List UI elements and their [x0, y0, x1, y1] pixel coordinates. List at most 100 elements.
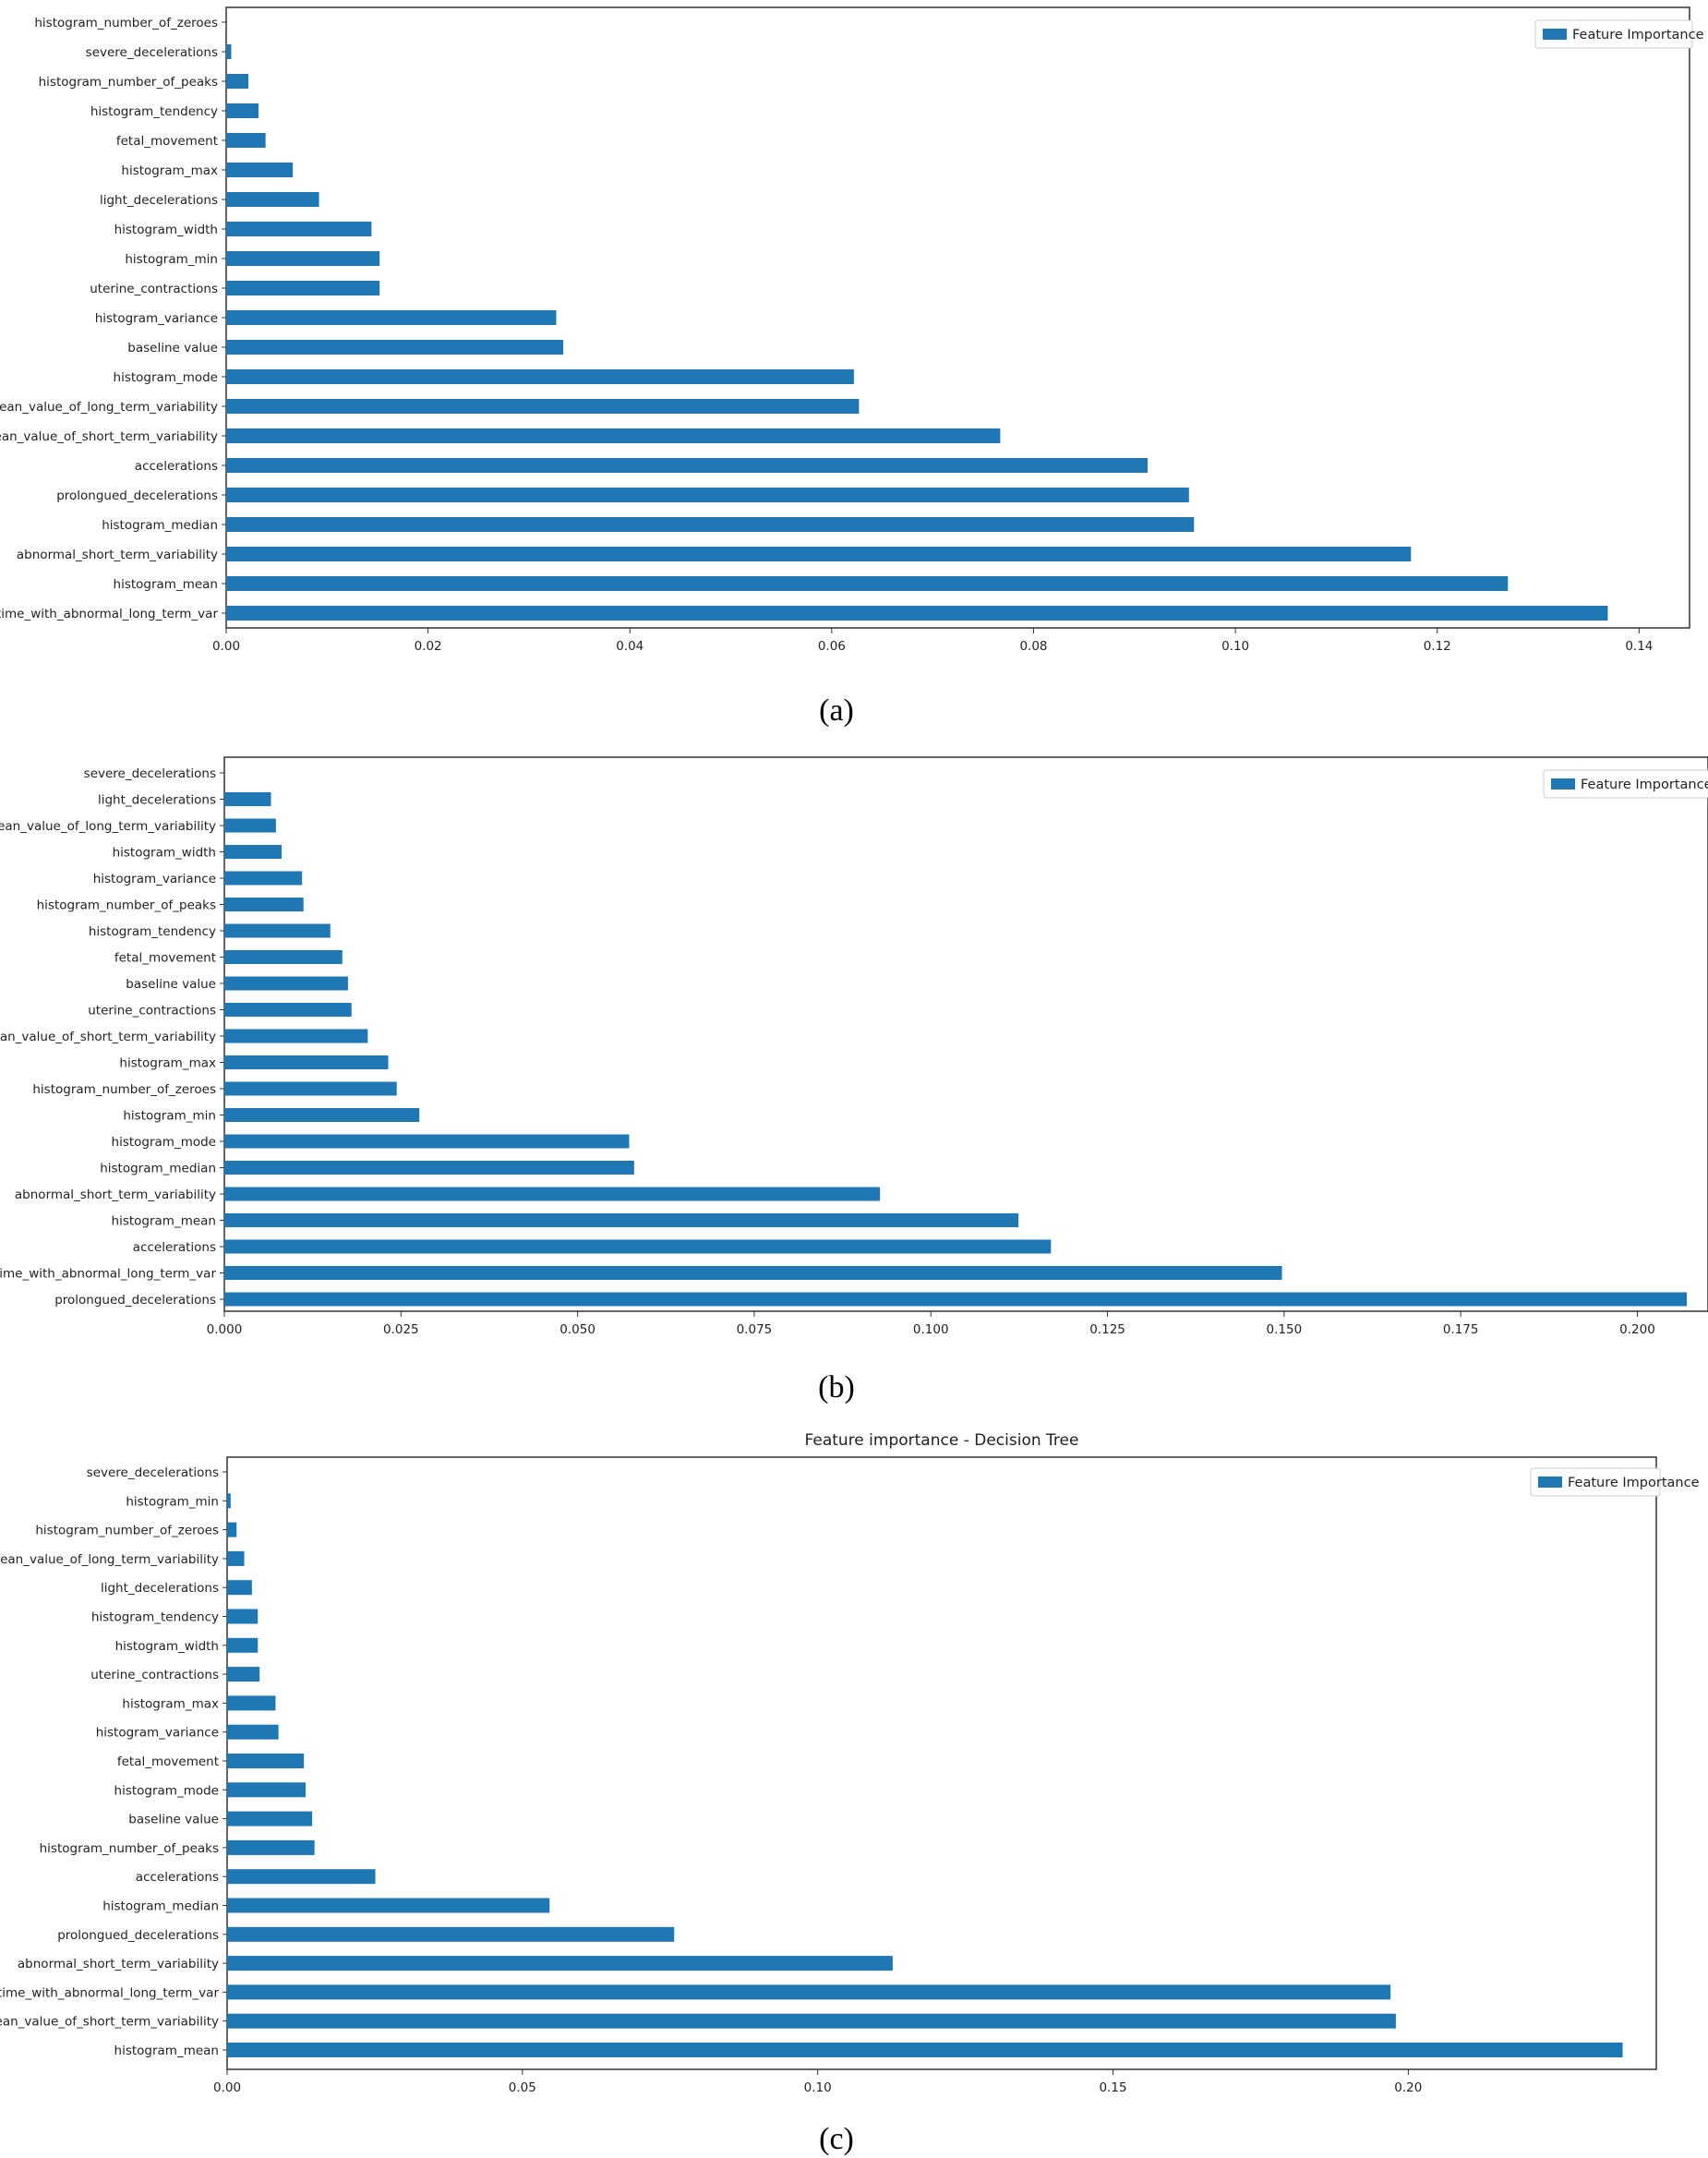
category-label: baseline value — [126, 977, 216, 992]
bar — [224, 1134, 630, 1149]
panel-caption: (a) — [819, 693, 854, 728]
bar — [227, 1522, 237, 1537]
bar — [227, 1869, 376, 1885]
category-label: histogram_mode — [114, 370, 218, 385]
x-tick-label: 0.05 — [509, 2080, 536, 2095]
category-label: histogram_number_of_peaks — [40, 1841, 219, 1856]
bar — [226, 44, 232, 59]
x-tick-label: 0.10 — [1221, 639, 1249, 654]
bar — [227, 1580, 252, 1596]
bar — [227, 1724, 279, 1740]
x-tick-label: 0.00 — [212, 639, 240, 654]
bar — [224, 845, 282, 859]
x-tick-label: 0.15 — [1099, 2080, 1126, 2095]
category-label: histogram_min — [126, 1494, 219, 1509]
category-label: %_time_with_abnormal_long_term_var — [0, 607, 218, 621]
x-tick-label: 0.125 — [1089, 1322, 1125, 1337]
x-tick-label: 0.08 — [1019, 639, 1047, 654]
bar — [227, 1667, 260, 1682]
category-label: prolongued_decelerations — [56, 488, 218, 503]
category-label: histogram_variance — [96, 1726, 219, 1741]
bar — [224, 1239, 1052, 1254]
bar — [227, 1609, 259, 1624]
category-label: light_decelerations — [98, 793, 216, 808]
category-label: baseline value — [128, 1813, 219, 1827]
bar — [224, 1161, 634, 1175]
x-tick-label: 0.10 — [804, 2080, 832, 2095]
legend-box — [1530, 1467, 1661, 1497]
bar — [224, 1292, 1688, 1307]
category-label: histogram_tendency — [89, 924, 216, 939]
legend-label: Feature Importance — [1572, 28, 1704, 42]
category-label: histogram_min — [125, 252, 218, 267]
x-tick-label: 0.025 — [383, 1322, 419, 1337]
legend-box — [1543, 769, 1708, 799]
x-tick-label: 0.150 — [1267, 1322, 1303, 1337]
category-label: baseline value — [127, 341, 218, 356]
category-label: abnormal_short_term_variability — [18, 1957, 219, 1971]
category-label: histogram_number_of_zeroes — [35, 1524, 219, 1538]
category-label: histogram_width — [113, 846, 216, 861]
bar — [227, 1782, 307, 1798]
category-label: %_time_with_abnormal_long_term_var — [0, 1985, 219, 2000]
legend-box — [1534, 19, 1693, 49]
legend-swatch — [1538, 1477, 1562, 1488]
category-label: prolongued_decelerations — [54, 1293, 216, 1308]
bar — [226, 547, 1412, 561]
panel-caption: (c) — [819, 2122, 854, 2156]
bar — [224, 1081, 397, 1096]
category-label: histogram_width — [114, 223, 218, 237]
legend-swatch — [1543, 29, 1567, 40]
bar — [224, 871, 303, 886]
category-label: histogram_max — [122, 1696, 219, 1711]
category-label: severe_decelerations — [86, 45, 218, 60]
category-label: histogram_mean — [114, 577, 218, 592]
category-label: %_time_with_abnormal_long_term_var — [0, 1267, 216, 1282]
bar — [226, 606, 1608, 621]
category-label: histogram_tendency — [90, 104, 218, 119]
category-label: accelerations — [135, 459, 218, 474]
bar — [227, 2043, 1623, 2057]
x-tick-label: 0.20 — [1394, 2080, 1422, 2095]
category-label: abnormal_short_term_variability — [15, 1188, 216, 1202]
legend-label: Feature Importance — [1581, 778, 1708, 792]
category-label: histogram_number_of_peaks — [39, 75, 218, 90]
category-label: histogram_number_of_zeroes — [34, 16, 218, 30]
bar — [227, 1811, 313, 1826]
category-label: accelerations — [133, 1240, 216, 1255]
bar — [227, 1984, 1391, 2000]
bar — [226, 222, 372, 236]
category-label: mean_value_of_short_term_variability — [0, 429, 218, 444]
category-label: fetal_movement — [116, 134, 218, 149]
bar — [224, 898, 304, 911]
bar — [227, 1926, 675, 1942]
x-tick-label: 0.06 — [818, 639, 846, 654]
category-label: light_decelerations — [101, 1581, 219, 1596]
bar — [227, 1493, 231, 1509]
bar — [226, 74, 249, 89]
category-label: mean_value_of_long_term_variability — [0, 819, 216, 834]
category-label: histogram_variance — [93, 872, 216, 886]
legend-swatch — [1551, 778, 1575, 790]
x-tick-label: 0.00 — [213, 2080, 241, 2095]
category-label: severe_decelerations — [84, 766, 216, 781]
category-label: abnormal_short_term_variability — [17, 548, 218, 562]
category-label: uterine_contractions — [90, 282, 218, 296]
bar — [226, 103, 259, 118]
category-label: fetal_movement — [114, 951, 216, 966]
category-label: uterine_contractions — [90, 1668, 219, 1682]
category-label: light_decelerations — [100, 193, 218, 208]
category-label: mean_value_of_short_term_variability — [0, 2015, 219, 2030]
bar — [224, 818, 276, 833]
bar — [224, 1029, 368, 1043]
category-label: histogram_variance — [95, 311, 218, 326]
legend-label: Feature Importance — [1568, 1476, 1700, 1490]
x-tick-label: 0.050 — [559, 1322, 595, 1337]
bar — [226, 458, 1149, 473]
x-tick-label: 0.000 — [207, 1322, 243, 1337]
category-label: histogram_max — [119, 1056, 216, 1071]
bar — [226, 399, 860, 414]
plot-frame-2 — [223, 756, 1708, 1312]
bar — [226, 192, 319, 207]
